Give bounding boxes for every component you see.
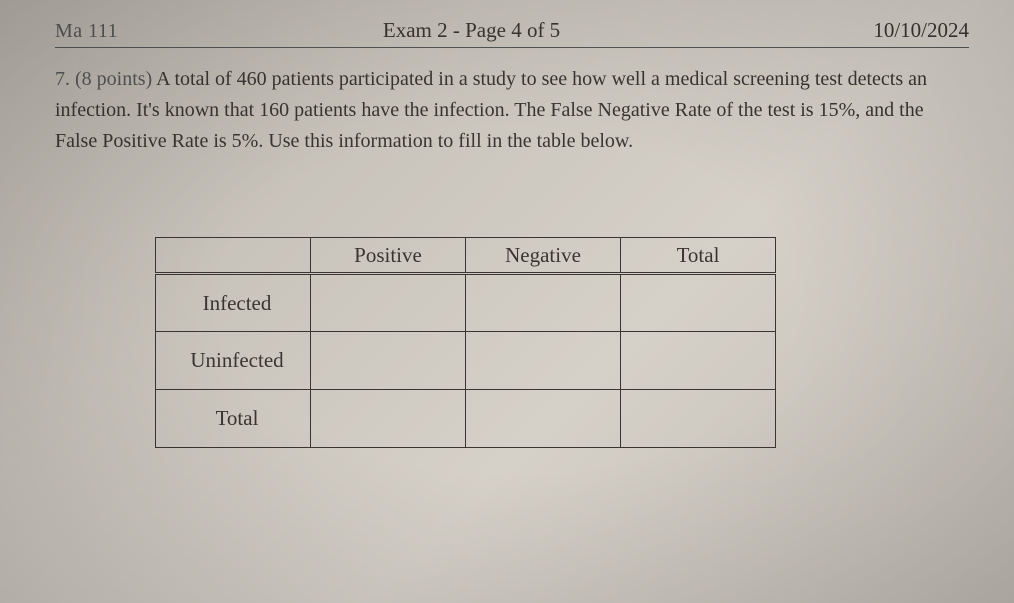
table-cell [466,274,621,332]
question-text: A total of 460 patients participated in … [55,68,927,152]
col-header-total: Total [621,238,776,274]
col-header-negative: Negative [466,238,621,274]
table-cell [466,332,621,390]
table-cell [311,274,466,332]
col-header-positive: Positive [311,238,466,274]
question-block: 7. (8 points) A total of 460 patients pa… [55,64,969,157]
table-row: Uninfected [156,332,776,390]
exam-date: 10/10/2024 [873,18,969,43]
table-container: Positive Negative Total Infected Uninfec… [155,237,969,448]
table-cell [466,390,621,448]
table-cell [621,332,776,390]
page-title: Exam 2 - Page 4 of 5 [383,18,560,43]
question-number: 7. [55,68,70,90]
table-cell [621,390,776,448]
row-header-uninfected: Uninfected [156,332,311,390]
table-cell [311,332,466,390]
table-header-row: Positive Negative Total [156,238,776,274]
table-cell [311,390,466,448]
table-cell [621,274,776,332]
question-points: (8 points) [75,68,152,90]
exam-page: Ma 111 Exam 2 - Page 4 of 5 10/10/2024 7… [0,0,1014,468]
page-header: Ma 111 Exam 2 - Page 4 of 5 10/10/2024 [55,18,969,48]
course-code: Ma 111 [55,20,118,43]
row-header-infected: Infected [156,274,311,332]
table-row: Infected [156,274,776,332]
row-header-total: Total [156,390,311,448]
contingency-table: Positive Negative Total Infected Uninfec… [155,237,776,448]
table-corner-blank [156,238,311,274]
table-row: Total [156,390,776,448]
